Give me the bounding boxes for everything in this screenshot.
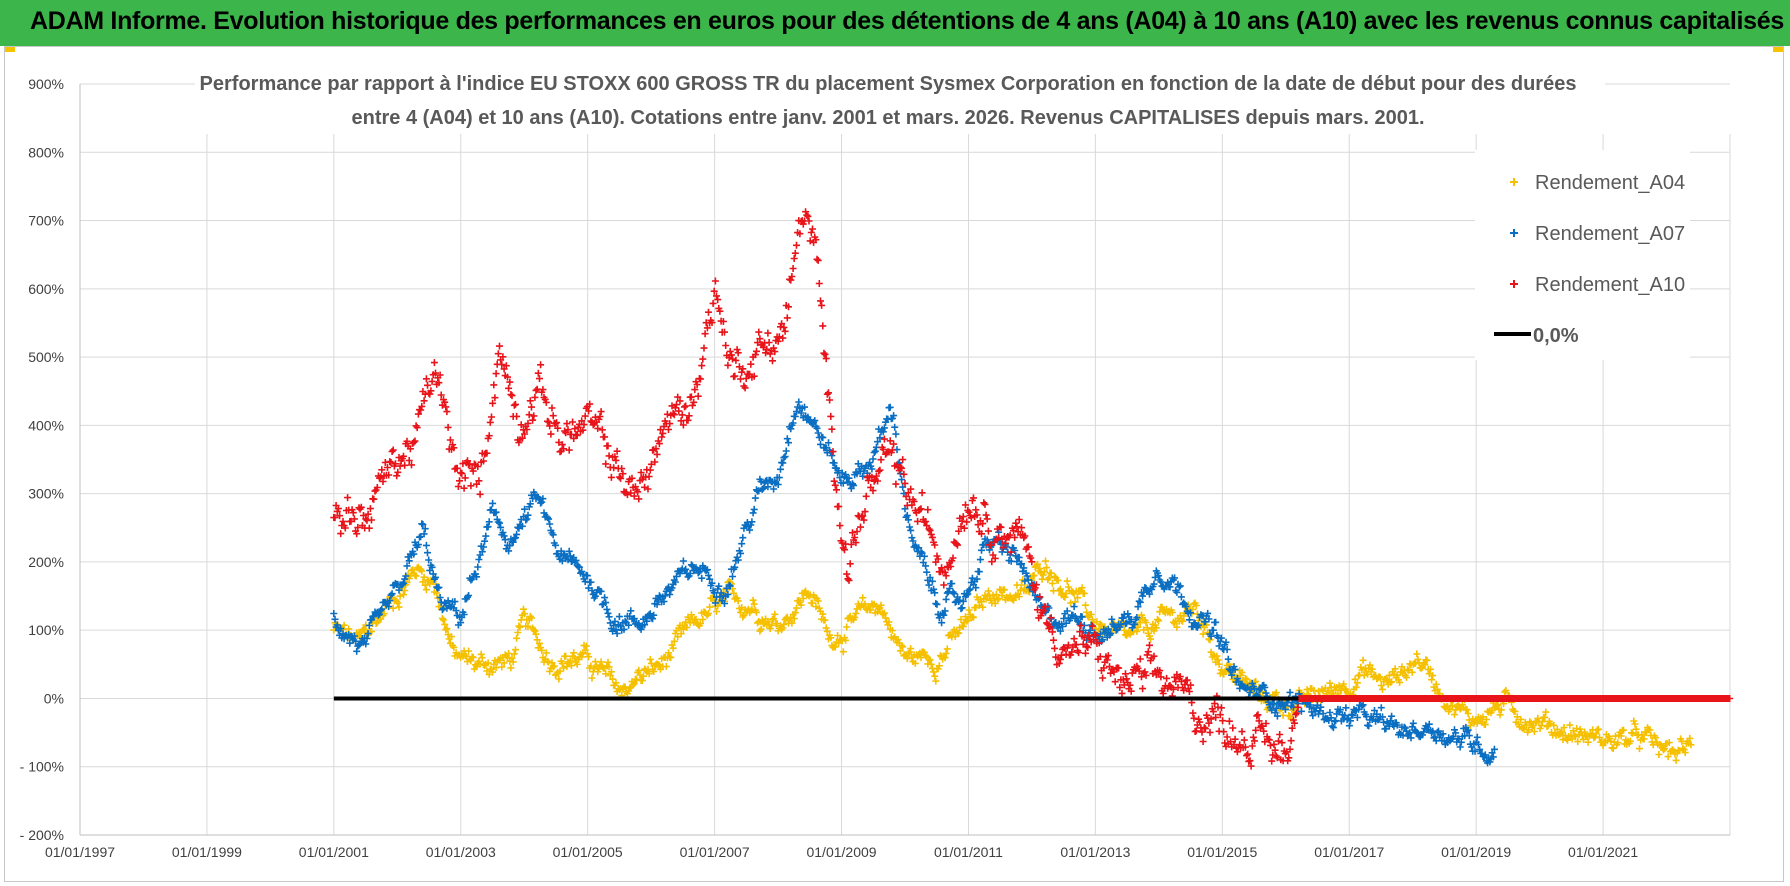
banner-title: ADAM Informe. Evolution historique des p… [30, 7, 1784, 35]
x-tick-label: 01/01/2019 [1441, 844, 1511, 860]
legend-label: Rendement_A07 [1535, 223, 1685, 245]
x-axis-tick-labels: 01/01/1997 01/01/1999 01/01/2001 01/01/2003… [45, 844, 1638, 860]
chart-title-background [195, 64, 1605, 134]
y-tick-label: 300% [28, 486, 64, 502]
series-points-rendement_a04 [330, 557, 1695, 764]
legend-label: Rendement_A04 [1535, 172, 1685, 194]
chart-title-line1: Performance par rapport à l'indice EU ST… [200, 73, 1577, 95]
y-tick-label: - 200% [20, 827, 64, 843]
y-tick-label: 700% [28, 213, 64, 229]
legend-label-zero: 0,0% [1533, 325, 1579, 347]
legend-marker [1510, 178, 1518, 186]
y-tick-label: 800% [28, 144, 64, 160]
title-banner: ADAM Informe. Evolution historique des p… [0, 0, 1790, 46]
corner-accent-right [1773, 47, 1783, 52]
x-tick-label: 01/01/2003 [426, 844, 496, 860]
x-tick-label: 01/01/2013 [1060, 844, 1130, 860]
legend-background [1475, 150, 1690, 360]
legend-marker [1510, 280, 1518, 288]
x-tick-label: 01/01/2017 [1314, 844, 1384, 860]
x-tick-label: 01/01/2015 [1187, 844, 1257, 860]
y-tick-label: 400% [28, 417, 64, 433]
y-tick-label: 500% [28, 349, 64, 365]
legend-label: Rendement_A10 [1535, 274, 1685, 296]
y-tick-label: 200% [28, 554, 64, 570]
y-tick-label: 900% [28, 76, 64, 92]
series-rendement_a07 [330, 398, 1498, 767]
x-tick-label: 01/01/2021 [1568, 844, 1638, 860]
y-axis-tick-labels: 900% 800% 700% 600% 500% 400% 300% 200% 100% 0% - … [20, 76, 64, 843]
y-tick-label: 100% [28, 622, 64, 638]
x-tick-label: 01/01/2007 [680, 844, 750, 860]
x-tick-label: 01/01/2001 [299, 844, 369, 860]
x-tick-label: 01/01/2009 [806, 844, 876, 860]
y-tick-label: 0% [44, 690, 64, 706]
legend-marker [1510, 229, 1518, 237]
y-tick-label: 600% [28, 281, 64, 297]
corner-accent-left [5, 47, 15, 52]
x-tick-label: 01/01/2011 [934, 844, 1003, 860]
x-tick-label: 01/01/1999 [172, 844, 242, 860]
series-rendement_a04 [330, 557, 1695, 764]
x-tick-label: 01/01/2005 [553, 844, 623, 860]
chart-title: Performance par rapport à l'indice EU ST… [195, 64, 1605, 134]
y-tick-label: - 100% [20, 759, 64, 775]
chart-series [330, 208, 1734, 770]
x-tick-label: 01/01/1997 [45, 844, 115, 860]
chart-legend: Rendement_A04 Rendement_A07 Rendement_A10 0… [1475, 150, 1690, 360]
chart-title-line2: entre 4 (A04) et 10 ans (A10). Cotations… [351, 107, 1424, 129]
series-points-rendement_a07 [330, 398, 1498, 767]
